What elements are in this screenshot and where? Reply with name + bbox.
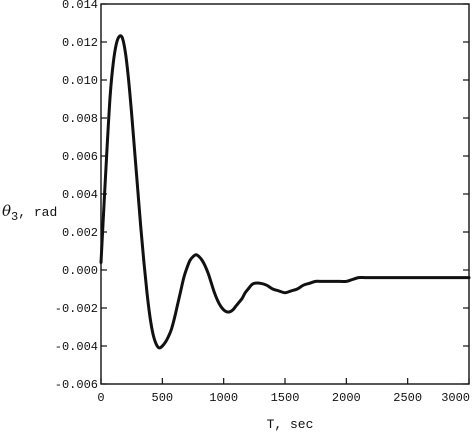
y-tick-label: -0.004 — [55, 340, 98, 354]
x-axis: 0 500 1000 1500 2000 2500 3000 — [97, 378, 470, 405]
y-tick-label: 0.010 — [62, 74, 98, 88]
x-tick-label: 2500 — [393, 391, 422, 405]
plot-frame — [100, 3, 470, 385]
series-layer — [99, 34, 471, 350]
y-axis-label-symbol: θ — [2, 202, 11, 220]
y-tick-label: 0.008 — [62, 112, 98, 126]
x-tick-label: 3000 — [441, 391, 470, 405]
y-axis-label-unit: , rad — [18, 205, 57, 220]
y-axis-label: θ3, rad — [2, 202, 57, 224]
y-tick-label: 0.000 — [62, 264, 98, 278]
x-axis-label: T, sec — [267, 417, 314, 432]
x-tick-label: 2000 — [332, 391, 361, 405]
plot-border — [100, 3, 470, 385]
x-tick-label: 1500 — [271, 391, 300, 405]
x-tick-label: 1000 — [209, 391, 238, 405]
x-tick-label: 0 — [97, 391, 104, 405]
y-tick-label: 0.014 — [62, 0, 98, 12]
y-tick-label: 0.002 — [62, 226, 98, 240]
y-tick-label: 0.004 — [62, 188, 98, 202]
y-tick-label: 0.012 — [62, 36, 98, 50]
x-tick-label: 500 — [152, 391, 174, 405]
y-tick-label: -0.002 — [55, 302, 98, 316]
y-tick-label: 0.006 — [62, 150, 98, 164]
y-axis: 0.014 0.012 0.010 0.008 0.006 0.004 0.002 0.000… — [55, 0, 469, 392]
y-axis-label-subscript: 3 — [11, 210, 18, 224]
series-line — [99, 34, 471, 350]
y-tick-label: -0.006 — [55, 378, 98, 392]
